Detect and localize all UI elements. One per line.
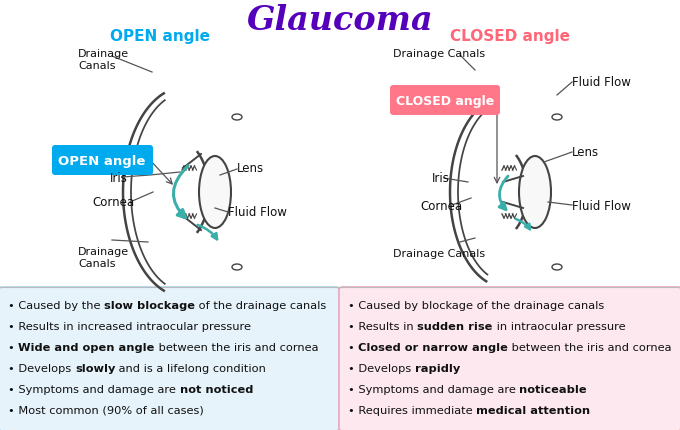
Text: in intraocular pressure: in intraocular pressure xyxy=(492,321,625,331)
Text: • Caused by blockage of the drainage canals: • Caused by blockage of the drainage can… xyxy=(348,300,605,310)
Ellipse shape xyxy=(519,157,551,228)
Text: Drainage
Canals: Drainage Canals xyxy=(78,49,129,71)
Text: Wide and open angle: Wide and open angle xyxy=(18,342,155,352)
Text: Fluid Flow: Fluid Flow xyxy=(228,206,287,219)
Text: noticeable: noticeable xyxy=(520,384,587,394)
Text: Glaucoma: Glaucoma xyxy=(247,4,433,37)
FancyBboxPatch shape xyxy=(52,146,153,175)
Text: CLOSED angle: CLOSED angle xyxy=(450,29,570,44)
Text: of the drainage canals: of the drainage canals xyxy=(195,300,326,310)
Text: Iris: Iris xyxy=(432,172,450,185)
Ellipse shape xyxy=(199,157,231,228)
Text: Lens: Lens xyxy=(237,162,264,175)
FancyArrowPatch shape xyxy=(499,177,508,210)
Text: Drainage
Canals: Drainage Canals xyxy=(78,246,129,268)
Text: Drainage Canals: Drainage Canals xyxy=(393,249,485,258)
Text: slow blockage: slow blockage xyxy=(104,300,195,310)
Text: Cornea: Cornea xyxy=(420,199,462,212)
Text: • Develops: • Develops xyxy=(348,363,415,373)
Text: between the iris and cornea: between the iris and cornea xyxy=(155,342,318,352)
FancyArrowPatch shape xyxy=(173,166,188,218)
Text: • Develops: • Develops xyxy=(8,363,75,373)
Text: Drainage Canals: Drainage Canals xyxy=(393,49,485,59)
FancyBboxPatch shape xyxy=(390,86,500,116)
Text: OPEN angle: OPEN angle xyxy=(110,29,210,44)
FancyBboxPatch shape xyxy=(339,287,680,430)
Text: CLOSED angle: CLOSED angle xyxy=(396,94,494,107)
FancyArrowPatch shape xyxy=(515,219,530,230)
Text: sudden rise: sudden rise xyxy=(418,321,492,331)
Text: • Caused by the: • Caused by the xyxy=(8,300,104,310)
Text: slowly: slowly xyxy=(75,363,115,373)
Text: Fluid Flow: Fluid Flow xyxy=(572,76,631,89)
Text: • Most common (90% of all cases): • Most common (90% of all cases) xyxy=(8,405,204,415)
Text: Cornea: Cornea xyxy=(92,196,134,209)
Text: • Results in: • Results in xyxy=(348,321,418,331)
Text: between the iris and cornea: between the iris and cornea xyxy=(508,342,672,352)
Text: rapidly: rapidly xyxy=(415,363,460,373)
Text: Fluid Flow: Fluid Flow xyxy=(572,199,631,212)
FancyArrowPatch shape xyxy=(198,225,217,240)
Text: •: • xyxy=(8,342,18,352)
Text: and is a lifelong condition: and is a lifelong condition xyxy=(115,363,266,373)
Text: Iris: Iris xyxy=(110,171,128,184)
Text: • Requires immediate: • Requires immediate xyxy=(348,405,476,415)
Text: Closed or narrow angle: Closed or narrow angle xyxy=(358,342,508,352)
Text: medical attention: medical attention xyxy=(476,405,590,415)
FancyBboxPatch shape xyxy=(0,287,339,430)
Text: OPEN angle: OPEN angle xyxy=(58,154,146,167)
Text: Lens: Lens xyxy=(572,146,599,159)
Text: not noticed: not noticed xyxy=(180,384,253,394)
Text: • Symptoms and damage are: • Symptoms and damage are xyxy=(348,384,520,394)
Text: • Symptoms and damage are: • Symptoms and damage are xyxy=(8,384,180,394)
Text: •: • xyxy=(348,342,358,352)
Text: • Results in increased intraocular pressure: • Results in increased intraocular press… xyxy=(8,321,251,331)
